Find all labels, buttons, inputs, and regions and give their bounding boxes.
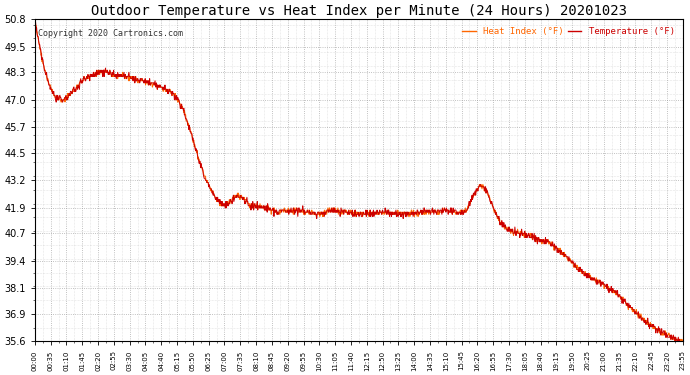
Temperature (°F) [671, 339, 680, 344]
Temperature (°F) [159, 85, 167, 89]
Temperature (°F) [602, 284, 610, 289]
Heat Index (°F) [159, 89, 167, 94]
Temperature (°F) [679, 339, 687, 344]
Heat Index (°F) [175, 100, 183, 104]
Temperature (°F) [247, 201, 255, 206]
Heat Index (°F) [247, 206, 255, 210]
Line: Temperature (°F): Temperature (°F) [34, 20, 683, 341]
Temperature (°F) [460, 210, 468, 214]
Heat Index (°F) [460, 210, 468, 214]
Title: Outdoor Temperature vs Heat Index per Minute (24 Hours) 20201023: Outdoor Temperature vs Heat Index per Mi… [91, 4, 627, 18]
Temperature (°F) [30, 17, 39, 22]
Heat Index (°F) [671, 339, 679, 344]
Text: Copyright 2020 Cartronics.com: Copyright 2020 Cartronics.com [38, 29, 183, 38]
Heat Index (°F) [679, 339, 687, 344]
Heat Index (°F) [602, 284, 610, 289]
Legend: Heat Index (°F), Temperature (°F): Heat Index (°F), Temperature (°F) [458, 24, 678, 40]
Line: Heat Index (°F): Heat Index (°F) [34, 21, 683, 341]
Temperature (°F) [544, 240, 553, 244]
Heat Index (°F) [544, 242, 553, 246]
Heat Index (°F) [30, 19, 39, 24]
Temperature (°F) [175, 98, 183, 102]
